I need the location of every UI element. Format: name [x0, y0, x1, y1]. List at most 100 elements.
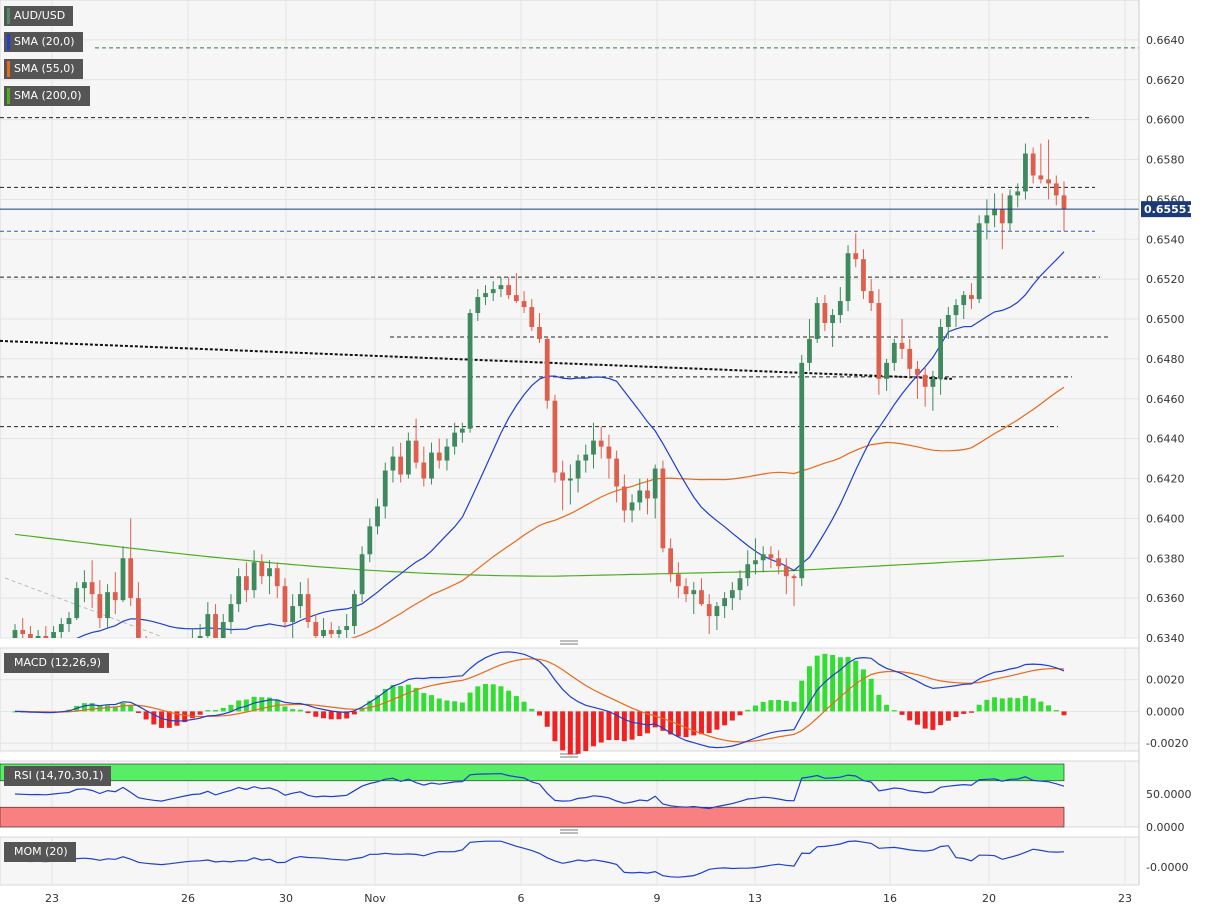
candle — [297, 582, 303, 619]
candle — [191, 628, 193, 638]
candle-body — [20, 630, 26, 635]
candle-body — [1030, 153, 1036, 176]
macd-histogram-bar — [1046, 705, 1052, 712]
rsi-oversold-zone — [0, 806, 1065, 828]
candle-body — [760, 554, 766, 561]
panel-4-background — [0, 836, 1140, 886]
candle — [614, 450, 620, 503]
candle — [112, 572, 118, 615]
macd-histogram-bar — [606, 711, 612, 741]
macd-histogram-bar — [560, 711, 566, 751]
candle-body — [822, 303, 828, 323]
candle — [915, 360, 920, 399]
candle-body — [560, 472, 566, 481]
candle — [907, 338, 913, 379]
legend-audusd[interactable]: AUD/USD — [4, 6, 74, 26]
candle — [274, 562, 280, 599]
macd-histogram-bar — [351, 711, 357, 715]
legend-sma-200-label: SMA (200,0) — [14, 89, 82, 102]
legend-sma-200-swatch — [7, 88, 10, 104]
macd-histogram-bar — [336, 711, 342, 720]
legend-sma-20[interactable]: SMA (20,0) — [4, 32, 83, 52]
candle-body — [783, 566, 789, 577]
candle-body — [513, 295, 519, 302]
legend-sma-200[interactable]: SMA (200,0) — [4, 86, 90, 106]
candle — [105, 584, 110, 629]
x-tick-label: 6 — [518, 892, 525, 905]
candle — [251, 550, 257, 599]
macd-line — [14, 651, 1065, 749]
macd-histogram-bar — [776, 699, 782, 712]
macd-histogram-bar — [182, 711, 188, 723]
macd-panel-title[interactable]: MACD (12,26,9) — [4, 653, 110, 673]
candle-body — [444, 446, 450, 461]
candle-body — [282, 586, 288, 623]
candle-body — [483, 293, 488, 298]
macd-title-label: MACD (12,26,9) — [14, 656, 102, 669]
candle-body — [228, 604, 234, 623]
candle — [737, 570, 743, 601]
macd-histogram-bar — [205, 710, 211, 712]
candle-body — [606, 446, 612, 459]
candle-body — [691, 590, 697, 595]
candle — [899, 319, 905, 359]
macd-histogram-bar — [845, 657, 851, 712]
candle-body — [112, 592, 118, 601]
macd-histogram-bar — [429, 695, 435, 712]
candle-body — [714, 606, 720, 617]
macd-histogram-bar — [999, 698, 1005, 712]
macd-histogram-bar — [691, 711, 697, 736]
y-tick-label: 0.6380 — [1146, 552, 1185, 565]
macd-histogram-bar — [521, 701, 527, 712]
macd-histogram-bar — [1053, 710, 1059, 712]
candle — [938, 319, 943, 395]
macd-histogram-bar — [961, 711, 967, 714]
candle — [837, 287, 843, 323]
candle-body — [621, 486, 627, 511]
candle — [544, 336, 550, 409]
candle-body — [251, 562, 257, 591]
candle — [861, 249, 866, 300]
macd-histogram-bar — [228, 704, 234, 712]
macd-histogram-bar — [506, 690, 512, 712]
macd-histogram-bar — [236, 700, 242, 712]
candle — [20, 618, 26, 638]
candle-body — [660, 468, 666, 549]
legend-sma-55-swatch — [7, 61, 10, 77]
legend-sma-55[interactable]: SMA (55,0) — [4, 59, 83, 79]
candle — [745, 550, 751, 587]
candle-body — [999, 209, 1005, 224]
candle — [398, 442, 404, 483]
candle — [313, 614, 319, 638]
candle-body — [861, 259, 866, 292]
candle-body — [375, 506, 380, 527]
candle-body — [259, 562, 265, 577]
macd-histogram-bar — [321, 711, 327, 719]
macd-histogram-bar — [590, 711, 596, 747]
candle — [606, 434, 612, 479]
candle-body — [891, 342, 897, 363]
macd-histogram-bar — [698, 711, 704, 735]
candle-body — [544, 338, 550, 401]
candle — [1030, 147, 1036, 184]
rsi-panel-title[interactable]: RSI (14,70,30,1) — [4, 766, 112, 786]
y-tick-label: 0.6460 — [1146, 393, 1185, 406]
candle — [675, 562, 681, 599]
macd-histogram-bar — [660, 711, 666, 731]
macd-histogram-bar — [814, 655, 820, 712]
candle — [197, 624, 203, 638]
candle-body — [845, 253, 851, 302]
macd-histogram-bar — [706, 711, 712, 734]
candle-body — [328, 630, 334, 635]
macd-tick-label: 0.0000 — [1146, 705, 1185, 718]
macd-histogram-bar — [891, 710, 897, 712]
candle-body — [768, 554, 774, 559]
candle — [722, 592, 728, 619]
macd-histogram-bar — [444, 700, 450, 712]
mom-panel-title[interactable]: MOM (20) — [4, 842, 76, 862]
candle-body — [1015, 191, 1021, 196]
candle — [58, 618, 64, 638]
candle — [560, 460, 566, 511]
candle — [259, 554, 265, 585]
candle — [645, 478, 650, 515]
